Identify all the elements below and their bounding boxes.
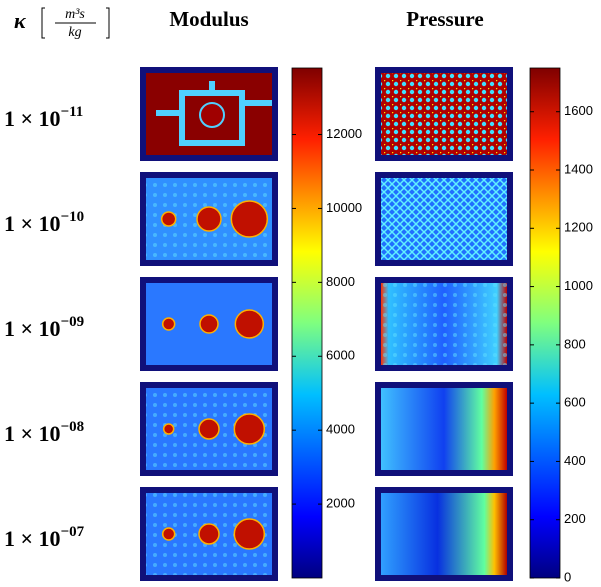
inclusion <box>233 413 266 445</box>
row-mantissa: 1 × 10 <box>4 316 61 341</box>
inclusion <box>198 418 220 440</box>
field-image <box>140 382 278 476</box>
inclusion <box>162 423 175 435</box>
row-mantissa: 1 × 10 <box>4 211 61 236</box>
row-label: 1 × 10−07 <box>4 524 85 551</box>
row-label: 1 × 10−08 <box>4 419 84 446</box>
texture <box>381 283 507 365</box>
row-mantissa: 1 × 10 <box>4 106 61 131</box>
row-exponent: −09 <box>61 314 85 330</box>
inclusion <box>161 527 176 541</box>
row-label: 1 × 10−10 <box>4 209 84 236</box>
row-label: 1 × 10−11 <box>4 104 83 131</box>
tick-label: 8000 <box>326 274 355 289</box>
tick-label: 800 <box>564 336 586 351</box>
image-fill <box>381 493 507 575</box>
inclusion <box>196 206 222 232</box>
tick-label: 400 <box>564 453 586 468</box>
field-image <box>375 67 513 161</box>
tick-label: 1400 <box>564 161 593 176</box>
unit-numerator: m³s <box>65 7 85 22</box>
pattern <box>156 81 272 146</box>
field-image <box>375 277 513 371</box>
tick-label: 1000 <box>564 278 593 293</box>
colorbar <box>291 67 323 579</box>
column-title: Pressure <box>406 7 483 31</box>
row-mantissa: 1 × 10 <box>4 526 61 551</box>
tick-label: 200 <box>564 511 586 526</box>
row-label: 1 × 10−09 <box>4 314 84 341</box>
inclusion <box>161 317 176 331</box>
row-mantissa: 1 × 10 <box>4 421 61 446</box>
tick-label: 12000 <box>326 126 362 141</box>
tick-label: 0 <box>564 569 571 584</box>
row-exponent: −10 <box>61 209 85 225</box>
row-exponent: −07 <box>61 524 85 540</box>
image-fill <box>381 388 507 470</box>
tick-label: 1600 <box>564 103 593 118</box>
inclusion <box>198 523 220 545</box>
field-image <box>140 172 278 266</box>
kappa-symbol: κ <box>14 8 27 33</box>
field-image <box>140 277 278 371</box>
image-fill <box>381 178 507 260</box>
inclusion <box>230 200 269 238</box>
bracket <box>41 7 110 39</box>
tick-label: 6000 <box>326 348 355 363</box>
row-exponent: −11 <box>61 104 84 120</box>
unit-denominator: kg <box>68 25 81 40</box>
field-image <box>140 67 278 161</box>
field-image <box>140 487 278 581</box>
column-title: Modulus <box>169 7 248 31</box>
colorbar <box>529 67 561 579</box>
field-image <box>375 487 513 581</box>
inclusion <box>160 211 177 227</box>
row-exponent: −08 <box>61 419 85 435</box>
inclusion <box>199 314 219 334</box>
tick-label: 2000 <box>326 496 355 511</box>
inclusion <box>233 518 266 550</box>
field-image <box>375 382 513 476</box>
tick-label: 600 <box>564 395 586 410</box>
inclusion <box>234 309 265 339</box>
image-fill <box>381 73 507 155</box>
tick-label: 4000 <box>326 422 355 437</box>
kappa-label: κ m³s kg <box>14 7 110 40</box>
field-image <box>375 172 513 266</box>
inclusion <box>199 102 225 128</box>
tick-label: 10000 <box>326 200 362 215</box>
tick-label: 1200 <box>564 220 593 235</box>
